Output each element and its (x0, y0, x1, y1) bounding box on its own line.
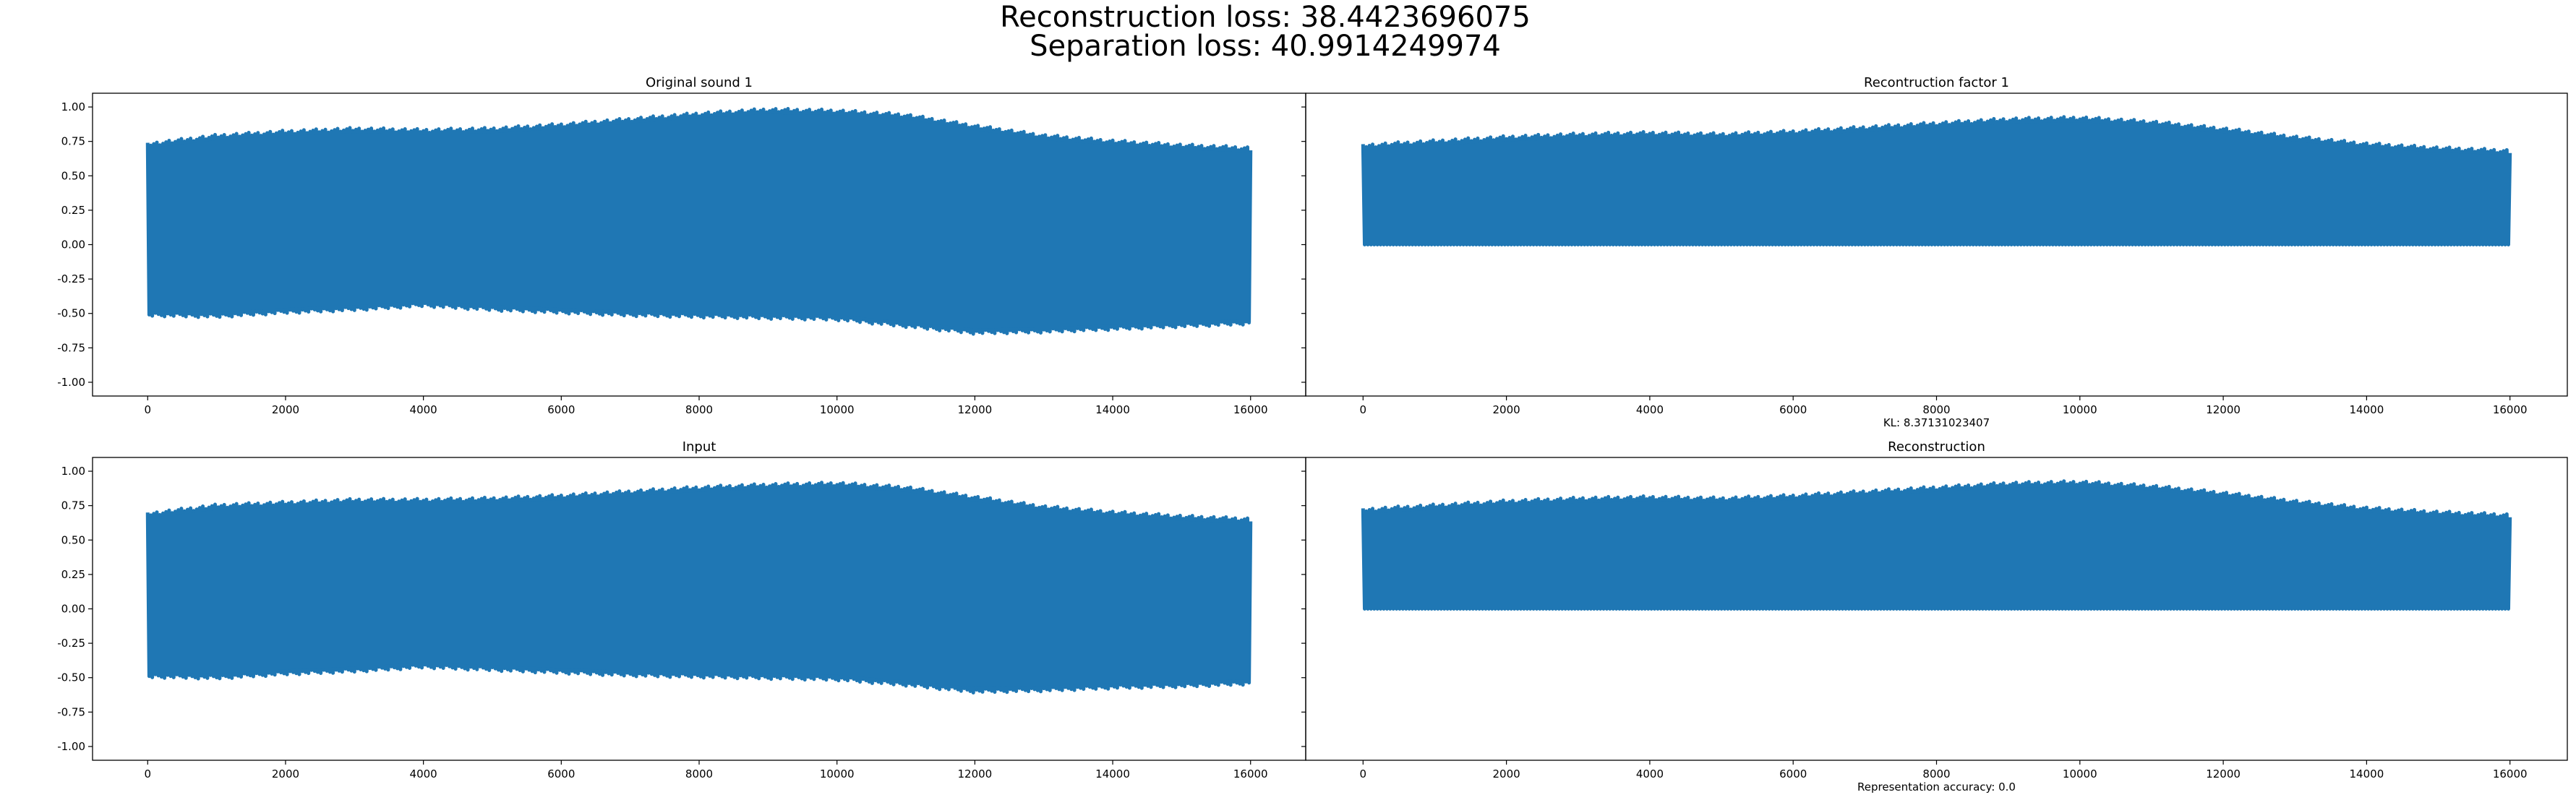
y-tick-label: 0.25 (61, 568, 85, 581)
x-tick-label: 8000 (685, 767, 713, 780)
waveform-fill (147, 113, 1251, 329)
x-tick-label: 8000 (1922, 767, 1950, 780)
y-tick-label: 0.00 (61, 238, 85, 251)
y-tick-label: -1.00 (57, 376, 85, 389)
x-tick-label: 14000 (2350, 403, 2384, 416)
x-tick-label: 12000 (2206, 767, 2241, 780)
x-tick-label: 10000 (820, 767, 855, 780)
y-tick-label: 1.00 (61, 465, 85, 478)
x-tick-label: 0 (1360, 403, 1367, 416)
suptitle-line-1: Reconstruction loss: 38.4423696075 (1000, 1, 1531, 34)
x-tick-label: 16000 (2493, 767, 2528, 780)
y-tick-label: -0.75 (57, 705, 85, 718)
x-tick-label: 16000 (1233, 403, 1268, 416)
subplot-title: Original sound 1 (646, 75, 753, 90)
x-tick-label: 14000 (2350, 767, 2384, 780)
x-axis-label: KL: 8.37131023407 (1883, 416, 1990, 429)
x-tick-label: 10000 (2063, 767, 2097, 780)
y-tick-label: 0.50 (61, 169, 85, 182)
y-tick-label: -0.25 (57, 637, 85, 650)
x-tick-label: 4000 (410, 767, 437, 780)
x-tick-label: 2000 (1493, 403, 1520, 416)
subplot-reconstruction-factor-1: Recontruction factor 1 KL: 8.37131023407… (1301, 75, 2568, 429)
waveform-series (1361, 479, 2512, 611)
x-tick-label: 2000 (272, 767, 299, 780)
x-tick-label: 4000 (1636, 767, 1664, 780)
x-tick-label: 6000 (547, 767, 575, 780)
subplot-reconstruction: Reconstruction Representation accuracy: … (1301, 439, 2568, 793)
waveform-fill (1363, 122, 2510, 245)
x-tick-label: 16000 (1233, 767, 1268, 780)
x-tick-label: 0 (1360, 767, 1367, 780)
subplot-input: Input 0 2000 4000 6000 8000 10000 12000 14000 16… (57, 439, 1306, 780)
waveform-fill (147, 487, 1251, 688)
waveform-series (145, 107, 1253, 336)
x-tick-label: 12000 (2206, 403, 2241, 416)
x-tick-label: 4000 (410, 403, 437, 416)
x-tick-label: 6000 (1779, 403, 1807, 416)
x-tick-label: 8000 (685, 403, 713, 416)
waveform-series (1361, 115, 2512, 246)
x-tick-label: 0 (144, 767, 151, 780)
x-tick-label: 0 (144, 403, 151, 416)
x-tick-label: 6000 (1779, 767, 1807, 780)
x-tick-label: 2000 (272, 403, 299, 416)
x-tick-label: 2000 (1493, 767, 1520, 780)
subplot-title: Input (682, 439, 716, 455)
y-tick-label: 0.75 (61, 499, 85, 512)
y-tick-label: 0.25 (61, 204, 85, 217)
y-tick-label: -1.00 (57, 740, 85, 753)
y-tick-label: 0.00 (61, 603, 85, 616)
waveform-fill (1363, 486, 2510, 609)
y-tick-label: -0.50 (57, 671, 85, 684)
subplot-original-sound-1: Original sound 1 0 2000 4000 6000 8000 10000 1… (57, 75, 1306, 416)
waveform-series (145, 481, 1253, 694)
x-tick-label: 10000 (820, 403, 855, 416)
x-tick-label: 14000 (1095, 767, 1130, 780)
y-tick-label: 1.00 (61, 100, 85, 113)
suptitle-line-2: Separation loss: 40.9914249974 (1030, 30, 1501, 63)
x-tick-label: 14000 (1095, 403, 1130, 416)
y-tick-label: -0.50 (57, 307, 85, 320)
x-tick-label: 12000 (958, 767, 993, 780)
y-tick-label: -0.75 (57, 341, 85, 354)
x-axis-label: Representation accuracy: 0.0 (1857, 780, 2016, 793)
subplot-title: Reconstruction (1888, 439, 1985, 455)
x-tick-label: 16000 (2493, 403, 2528, 416)
x-tick-label: 4000 (1636, 403, 1664, 416)
x-tick-label: 8000 (1922, 403, 1950, 416)
subplot-title: Recontruction factor 1 (1864, 75, 2009, 90)
x-tick-label: 10000 (2063, 403, 2097, 416)
x-tick-label: 6000 (547, 403, 575, 416)
y-tick-label: -0.25 (57, 272, 85, 285)
y-tick-label: 0.75 (61, 135, 85, 148)
y-tick-label: 0.50 (61, 533, 85, 546)
x-tick-label: 12000 (958, 403, 993, 416)
